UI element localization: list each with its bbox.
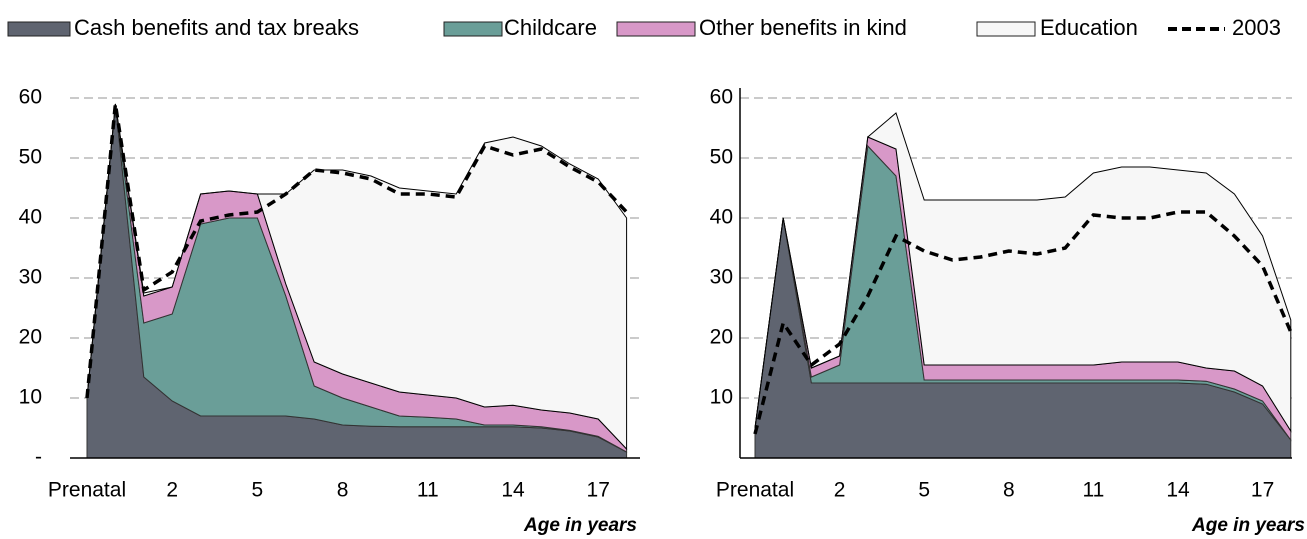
- legend-label: 2003: [1232, 15, 1281, 40]
- line: [753, 210, 1293, 435]
- y-tick-label: 20: [710, 326, 733, 349]
- x-tick-label: 2: [834, 479, 846, 502]
- y-tick-label: 10: [19, 386, 42, 409]
- x-tick-label: 17: [1251, 479, 1274, 502]
- area: [754, 112, 1292, 433]
- x-tick-label: 17: [587, 479, 610, 502]
- x-tick-label: 11: [417, 479, 439, 502]
- y-tick-label: 60: [710, 86, 733, 109]
- legend-label: Education: [1040, 15, 1138, 40]
- y-tick-label: 40: [19, 206, 42, 229]
- y-tick-label: -: [35, 446, 42, 469]
- x-tick-label: 2: [166, 479, 178, 502]
- y-tick-label: 20: [19, 326, 42, 349]
- y-tick-label: 40: [710, 206, 733, 229]
- x-tick-label: 14: [1166, 479, 1190, 502]
- legend-label: Cash benefits and tax breaks: [74, 15, 359, 40]
- area: [86, 103, 628, 451]
- x-tick-label: 8: [1003, 479, 1015, 502]
- legend-swatch: [443, 21, 503, 37]
- legend-label: Other benefits in kind: [699, 15, 907, 40]
- x-tick-label: 8: [337, 479, 349, 502]
- y-tick-label: 10: [710, 386, 733, 409]
- legend-label: Childcare: [504, 15, 597, 40]
- legend-swatch: [7, 21, 71, 37]
- x-tick-label: 5: [252, 479, 264, 502]
- x-axis-title: Age in years: [1191, 515, 1305, 536]
- x-axis-title: Age in years: [523, 515, 637, 536]
- y-tick-label: 30: [710, 266, 733, 289]
- line: [85, 103, 628, 399]
- y-tick-label: 60: [19, 86, 42, 109]
- x-tick-label: Prenatal: [716, 479, 794, 502]
- x-tick-label: 11: [1082, 479, 1104, 502]
- y-tick-label: 50: [710, 146, 733, 169]
- legend-swatch: [976, 21, 1036, 37]
- y-tick-label: 30: [19, 266, 42, 289]
- x-tick-label: Prenatal: [48, 479, 126, 502]
- y-tick-label: 50: [19, 146, 42, 169]
- legend-swatch: [616, 21, 696, 37]
- x-tick-label: 14: [501, 479, 525, 502]
- x-tick-label: 5: [918, 479, 930, 502]
